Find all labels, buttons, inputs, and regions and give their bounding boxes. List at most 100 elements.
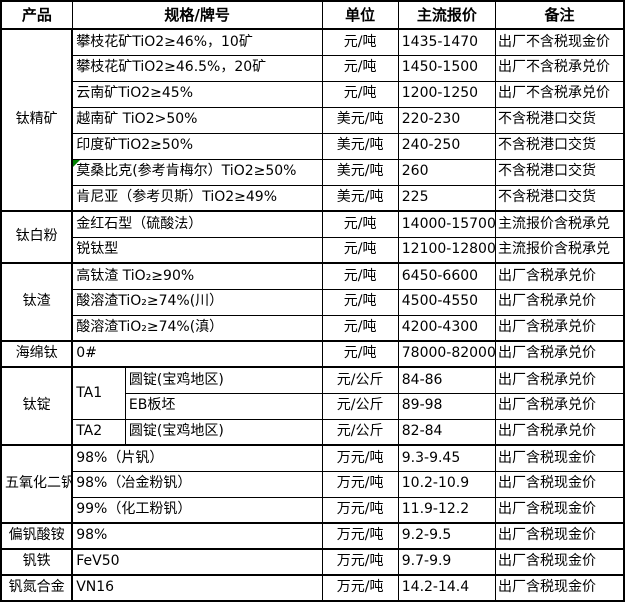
spec-cell: 攀枝花矿TiO2≥46.5%，20矿 (71, 54, 323, 82)
unit-cell: 元/吨 (321, 236, 399, 264)
table-row: 钛精矿 攀枝花矿TiO2≥46%，10矿 元/吨 1435-1470 出厂不含税… (0, 28, 625, 212)
price-cell: 78000-82000 (397, 340, 497, 368)
spec-cell: 高钛渣 TiO₂≥90% (71, 262, 323, 290)
unit-cell: 元/吨 (321, 340, 399, 368)
unit-cell: 元/吨 (321, 314, 399, 342)
price-cell: 4500-4550 (397, 288, 497, 316)
spec-cell: 攀枝花矿TiO2≥46%，10矿 (71, 28, 323, 56)
spec-cell: 酸溶渣TiO₂≥74%(川） (71, 288, 323, 316)
note-cell: 出厂不含税承兑价 (495, 80, 625, 108)
spec-cell: 锐钛型 (71, 236, 323, 264)
spec-cell: 0# (71, 340, 323, 368)
table-row: 偏钒酸铵 98% 万元/吨 9.2-9.5 出厂含税现金价 (0, 522, 625, 550)
unit-cell: 万元/吨 (321, 496, 399, 524)
spec-cell: EB板坯 (124, 392, 323, 420)
unit-cell: 万元/吨 (321, 444, 399, 472)
note-cell: 出厂含税现金价 (495, 470, 625, 498)
header-row: 产品 规格/牌号 单位 主流报价 备注 (0, 0, 625, 30)
note-cell: 出厂不含税承兑价 (495, 54, 625, 82)
header-note: 备注 (495, 0, 625, 30)
grade-cell: TA2 (71, 418, 126, 446)
note-cell: 出厂含税承兑价 (495, 392, 625, 420)
note-cell: 出厂含税现金价 (495, 496, 625, 524)
header-price: 主流报价 (397, 0, 497, 30)
product-cell: 海绵钛 (0, 340, 74, 368)
unit-cell: 元/吨 (321, 80, 399, 108)
note-cell: 出厂含税现金价 (495, 574, 625, 602)
table-row: 99%（化工粉钒） 万元/吨 11.9-12.2 出厂含税现金价 (1, 496, 625, 524)
note-cell: 不含税港口交货 (495, 132, 625, 160)
unit-cell: 元/吨 (321, 262, 399, 290)
price-cell: 84-86 (397, 366, 497, 394)
spec-cell: 印度矿TiO2≥50% (71, 132, 323, 160)
table-row: 越南矿 TiO2>50% 美元/吨 220-230 不含税港口交货 (1, 106, 625, 134)
spec-cell: 98%（片钒） (71, 444, 323, 472)
product-cell: 偏钒酸铵 (0, 522, 74, 550)
table-row: 五氧化二钒 98%（片钒） 万元/吨 9.3-9.45 出厂含税现金价 (0, 444, 625, 524)
price-cell: 82-84 (397, 418, 497, 446)
product-cell: 钛渣 (0, 262, 74, 342)
table-row: EB板坯 元/公斤 89-98 出厂含税承兑价 (1, 392, 625, 420)
spec-cell: 越南矿 TiO2>50% (71, 106, 323, 134)
header-product: 产品 (0, 0, 73, 30)
note-cell: 出厂含税承兑价 (495, 314, 625, 342)
spec-cell: 莫桑比克(参考肯梅尔）TiO2≥50% (71, 158, 323, 186)
unit-cell: 万元/吨 (321, 574, 399, 602)
note-cell: 不含税港口交货 (495, 106, 625, 134)
table-row: TA2 圆锭(宝鸡地区) 元/公斤 82-84 出厂含税承兑价 (1, 418, 625, 446)
spec-text: 莫桑比克(参考肯梅尔）TiO2≥50% (76, 163, 297, 180)
spec-cell: 金红石型（硫酸法） (71, 210, 323, 238)
price-cell: 9.2-9.5 (397, 522, 497, 550)
table-row: 攀枝花矿TiO2≥46.5%，20矿 元/吨 1450-1500 出厂不含税承兑… (1, 54, 625, 82)
header-unit: 单位 (321, 0, 399, 30)
unit-cell: 美元/吨 (321, 132, 399, 160)
note-cell: 出厂含税承兑价 (495, 262, 625, 290)
note-cell: 主流报价含税承兑 (495, 210, 625, 238)
table-row: 98%（冶金粉钒） 万元/吨 10.2-10.9 出厂含税现金价 (1, 470, 625, 498)
grade-cell: TA1 (71, 366, 126, 420)
product-cell: 钛精矿 (0, 28, 74, 212)
note-cell: 主流报价含税承兑 (495, 236, 625, 264)
note-cell: 出厂含税承兑价 (495, 418, 625, 446)
price-cell: 14.2-14.4 (397, 574, 497, 602)
unit-cell: 美元/吨 (321, 184, 399, 212)
table-row: 钒铁 FeV50 万元/吨 9.7-9.9 出厂含税现金价 (0, 548, 625, 576)
spec-cell: 99%（化工粉钒） (71, 496, 323, 524)
spec-cell: 肯尼亚（参考贝斯）TiO2≥49% (71, 184, 323, 212)
price-cell: 240-250 (397, 132, 497, 160)
price-cell: 10.2-10.9 (397, 470, 497, 498)
comment-marker-icon (73, 160, 81, 167)
note-cell: 不含税港口交货 (495, 184, 625, 212)
spec-cell: 圆锭(宝鸡地区) (124, 366, 323, 394)
note-cell: 出厂含税承兑价 (495, 366, 625, 394)
table-row: 钛锭 TA1 圆锭(宝鸡地区) 元/公斤 84-86 出厂含税承兑价 (0, 366, 625, 446)
unit-cell: 元/公斤 (321, 366, 399, 394)
product-cell: 五氧化二钒 (0, 444, 74, 524)
spec-cell: 圆锭(宝鸡地区) (124, 418, 323, 446)
price-cell: 14000-15700 (397, 210, 497, 238)
price-cell: 220-230 (397, 106, 497, 134)
price-cell: 1435-1470 (397, 28, 497, 56)
price-cell: 89-98 (397, 392, 497, 420)
unit-cell: 元/吨 (321, 288, 399, 316)
price-cell: 225 (397, 184, 497, 212)
price-cell: 6450-6600 (397, 262, 497, 290)
price-cell: 1200-1250 (397, 80, 497, 108)
unit-cell: 美元/吨 (321, 106, 399, 134)
unit-cell: 元/公斤 (321, 392, 399, 420)
price-cell: 11.9-12.2 (397, 496, 497, 524)
price-cell: 9.7-9.9 (397, 548, 497, 576)
note-cell: 出厂含税现金价 (495, 522, 625, 550)
note-cell: 出厂含税承兑价 (495, 288, 625, 316)
table-row: 云南矿TiO2≥45% 元/吨 1200-1250 出厂不含税承兑价 (1, 80, 625, 108)
spec-cell: 98%（冶金粉钒） (71, 470, 323, 498)
table-row: 钛渣 高钛渣 TiO₂≥90% 元/吨 6450-6600 出厂含税承兑价 (0, 262, 625, 342)
header-spec: 规格/牌号 (71, 0, 323, 30)
note-cell: 出厂含税现金价 (495, 444, 625, 472)
spec-cell: FeV50 (71, 548, 323, 576)
table-row: 印度矿TiO2≥50% 美元/吨 240-250 不含税港口交货 (1, 132, 625, 160)
table-row: 钛白粉 金红石型（硫酸法） 元/吨 14000-15700 主流报价含税承兑 (0, 210, 625, 264)
unit-cell: 万元/吨 (321, 522, 399, 550)
price-cell: 1450-1500 (397, 54, 497, 82)
